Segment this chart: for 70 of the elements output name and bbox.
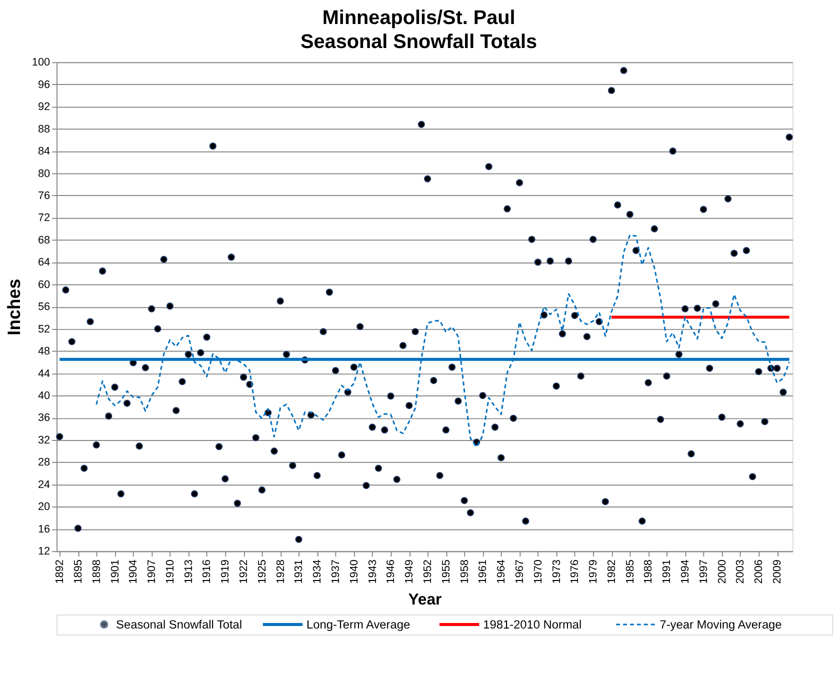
x-tick-label: 1907 — [146, 560, 158, 584]
x-tick-label: 1955 — [440, 560, 452, 584]
y-tick-label: 52 — [38, 323, 50, 336]
x-tick-label: 2006 — [753, 560, 766, 584]
y-tick-label: 96 — [38, 78, 50, 91]
x-tick-label: 1997 — [698, 560, 710, 584]
y-tick-label: 76 — [38, 190, 50, 202]
x-tick-label: 1979 — [588, 560, 600, 584]
x-tick-label: 1970 — [532, 560, 544, 584]
legend-label: Seasonal Snowfall Total — [116, 617, 242, 632]
x-tick-label: 1937 — [330, 560, 342, 584]
x-tick-label: 1946 — [385, 560, 398, 584]
x-axis-title: Year — [408, 592, 442, 609]
y-axis-title: Inches — [4, 278, 24, 336]
y-tick-label: 44 — [38, 368, 50, 380]
y-tick-label: 68 — [38, 234, 50, 246]
x-tick-label: 1991 — [661, 560, 674, 584]
x-tick-label: 1949 — [404, 560, 416, 584]
y-tick-label: 12 — [38, 546, 50, 558]
x-tick-label: 1925 — [256, 560, 268, 584]
x-tick-label: 1982 — [606, 560, 618, 584]
x-tick-label: 1961 — [477, 560, 490, 584]
x-tick-label: 1913 — [182, 560, 195, 584]
y-tick-label: 64 — [38, 256, 50, 269]
x-tick-label: 2000 — [716, 560, 728, 584]
legend-label: 1981-2010 Normal — [483, 617, 582, 632]
y-tick-label: 60 — [38, 278, 50, 291]
x-tick-label: 1967 — [514, 560, 526, 584]
y-tick-label: 84 — [38, 146, 50, 158]
y-tick-label: 56 — [38, 301, 50, 314]
y-tick-label: 40 — [38, 390, 50, 402]
y-tick-label: 20 — [38, 501, 50, 514]
x-tick-label: 1919 — [220, 560, 232, 584]
y-tick-label: 48 — [38, 346, 50, 358]
y-tick-label: 32 — [38, 434, 50, 446]
y-tick-label: 80 — [38, 168, 50, 180]
x-tick-label: 2003 — [734, 560, 747, 584]
x-tick-label: 1994 — [680, 560, 692, 584]
x-tick-label: 1973 — [550, 560, 563, 584]
x-tick-label: 1928 — [274, 560, 287, 584]
y-tick-label: 92 — [38, 101, 50, 114]
x-tick-label: 1952 — [422, 560, 434, 584]
y-tick-label: 36 — [38, 412, 50, 424]
y-tick-label: 88 — [38, 123, 50, 136]
x-tick-label: 1940 — [348, 560, 360, 584]
x-tick-label: 1895 — [72, 560, 84, 584]
y-tick-label: 100 — [32, 56, 50, 69]
y-tick-label: 28 — [38, 456, 50, 469]
x-tick-label: 1922 — [238, 560, 250, 584]
x-tick-label: 1943 — [366, 560, 379, 584]
x-tick-label: 1931 — [293, 560, 306, 584]
x-tick-label: 1988 — [642, 560, 655, 584]
x-tick-label: 1910 — [164, 560, 176, 584]
x-tick-label: 1901 — [109, 560, 122, 584]
y-tick-label: 24 — [38, 478, 50, 491]
x-tick-label: 1916 — [201, 560, 214, 584]
x-tick-label: 1976 — [569, 560, 582, 584]
legend-label: 7-year Moving Average — [660, 617, 782, 632]
y-tick-label: 72 — [38, 212, 50, 224]
chart-title: Minneapolis/St. Paul Seasonal Snowfall Totals — [300, 6, 538, 53]
legend-label: Long-Term Average — [306, 617, 410, 632]
x-tick-label: 2009 — [772, 560, 784, 584]
x-tick-label: 1892 — [54, 560, 66, 584]
x-tick-label: 1904 — [128, 560, 140, 584]
x-tick-label: 1958 — [458, 560, 471, 584]
y-tick-label: 16 — [38, 523, 50, 536]
x-tick-label: 1985 — [624, 560, 636, 584]
x-tick-label: 1964 — [496, 560, 508, 584]
x-tick-label: 1898 — [90, 560, 103, 584]
x-tick-label: 1934 — [312, 560, 324, 584]
